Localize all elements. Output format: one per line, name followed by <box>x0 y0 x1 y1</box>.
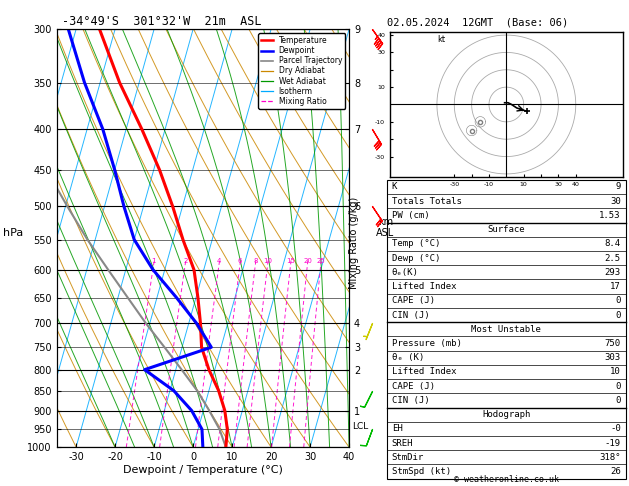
Legend: Temperature, Dewpoint, Parcel Trajectory, Dry Adiabat, Wet Adiabat, Isotherm, Mi: Temperature, Dewpoint, Parcel Trajectory… <box>258 33 345 109</box>
Text: © weatheronline.co.uk: © weatheronline.co.uk <box>454 474 559 484</box>
Text: Totals Totals: Totals Totals <box>392 197 462 206</box>
Text: 0: 0 <box>615 382 621 391</box>
Text: -0: -0 <box>610 424 621 434</box>
Text: 17: 17 <box>610 282 621 291</box>
Text: Lifted Index: Lifted Index <box>392 367 457 377</box>
Y-axis label: km
ASL: km ASL <box>376 217 394 238</box>
Text: 750: 750 <box>604 339 621 348</box>
Text: 0: 0 <box>615 296 621 305</box>
Text: 1: 1 <box>152 258 156 264</box>
Y-axis label: hPa: hPa <box>3 228 23 238</box>
Text: K: K <box>392 182 398 191</box>
Text: 10: 10 <box>263 258 272 264</box>
Text: θₑ(K): θₑ(K) <box>392 268 419 277</box>
Text: θₑ (K): θₑ (K) <box>392 353 424 362</box>
Text: 15: 15 <box>286 258 295 264</box>
Text: 303: 303 <box>604 353 621 362</box>
Text: StmDir: StmDir <box>392 453 424 462</box>
Text: 293: 293 <box>604 268 621 277</box>
Text: -19: -19 <box>604 439 621 448</box>
Text: kt: kt <box>437 35 445 44</box>
Text: 30: 30 <box>610 197 621 206</box>
Text: LCL: LCL <box>352 422 368 431</box>
Text: 2.5: 2.5 <box>604 254 621 262</box>
Text: -34°49'S  301°32'W  21m  ASL: -34°49'S 301°32'W 21m ASL <box>62 15 262 28</box>
Text: 25: 25 <box>316 258 325 264</box>
Text: 2: 2 <box>183 258 187 264</box>
Text: Pressure (mb): Pressure (mb) <box>392 339 462 348</box>
Text: StmSpd (kt): StmSpd (kt) <box>392 467 451 476</box>
Text: Surface: Surface <box>487 225 525 234</box>
Text: Mixing Ratio (g/kg): Mixing Ratio (g/kg) <box>349 197 359 289</box>
Text: 8: 8 <box>253 258 258 264</box>
Text: PW (cm): PW (cm) <box>392 211 430 220</box>
Text: CAPE (J): CAPE (J) <box>392 382 435 391</box>
Text: 4: 4 <box>217 258 221 264</box>
X-axis label: Dewpoint / Temperature (°C): Dewpoint / Temperature (°C) <box>123 465 283 475</box>
Text: 0: 0 <box>615 396 621 405</box>
Text: 02.05.2024  12GMT  (Base: 06): 02.05.2024 12GMT (Base: 06) <box>387 17 568 27</box>
Text: 8.4: 8.4 <box>604 240 621 248</box>
Text: CIN (J): CIN (J) <box>392 396 430 405</box>
Text: 10: 10 <box>610 367 621 377</box>
Text: Hodograph: Hodograph <box>482 410 530 419</box>
Text: Dewp (°C): Dewp (°C) <box>392 254 440 262</box>
Text: CIN (J): CIN (J) <box>392 311 430 319</box>
Text: Temp (°C): Temp (°C) <box>392 240 440 248</box>
Text: Lifted Index: Lifted Index <box>392 282 457 291</box>
Text: Most Unstable: Most Unstable <box>471 325 542 334</box>
Text: 6: 6 <box>238 258 242 264</box>
Text: 318°: 318° <box>599 453 621 462</box>
Text: 26: 26 <box>610 467 621 476</box>
Text: 20: 20 <box>303 258 312 264</box>
Text: SREH: SREH <box>392 439 413 448</box>
Text: CAPE (J): CAPE (J) <box>392 296 435 305</box>
Text: 1.53: 1.53 <box>599 211 621 220</box>
Text: 0: 0 <box>615 311 621 319</box>
Text: EH: EH <box>392 424 403 434</box>
Text: 9: 9 <box>615 182 621 191</box>
